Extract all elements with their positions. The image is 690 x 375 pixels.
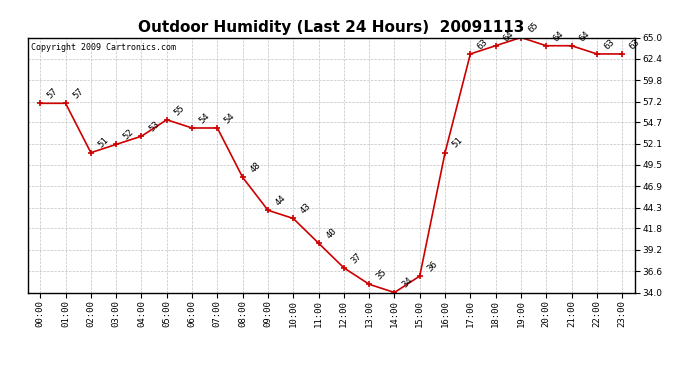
Text: 64: 64 — [552, 29, 566, 43]
Text: 65: 65 — [526, 21, 540, 35]
Text: 64: 64 — [577, 29, 591, 43]
Text: 63: 63 — [628, 37, 642, 51]
Text: 57: 57 — [46, 87, 60, 100]
Text: 63: 63 — [476, 37, 490, 51]
Text: Copyright 2009 Cartronics.com: Copyright 2009 Cartronics.com — [30, 43, 176, 52]
Text: 52: 52 — [121, 128, 136, 142]
Text: 54: 54 — [197, 111, 212, 125]
Text: 57: 57 — [71, 87, 85, 100]
Text: 53: 53 — [147, 120, 161, 134]
Text: 54: 54 — [223, 111, 237, 125]
Text: 51: 51 — [451, 136, 464, 150]
Text: 44: 44 — [273, 194, 288, 207]
Text: 55: 55 — [172, 103, 186, 117]
Text: 51: 51 — [97, 136, 110, 150]
Text: 34: 34 — [400, 276, 414, 290]
Text: 40: 40 — [324, 226, 338, 240]
Text: 63: 63 — [602, 37, 616, 51]
Text: 48: 48 — [248, 160, 262, 174]
Text: 64: 64 — [501, 29, 515, 43]
Title: Outdoor Humidity (Last 24 Hours)  20091113: Outdoor Humidity (Last 24 Hours) 2009111… — [138, 20, 524, 35]
Text: 36: 36 — [425, 259, 440, 273]
Text: 35: 35 — [375, 267, 388, 282]
Text: 43: 43 — [299, 202, 313, 216]
Text: 37: 37 — [349, 251, 364, 265]
